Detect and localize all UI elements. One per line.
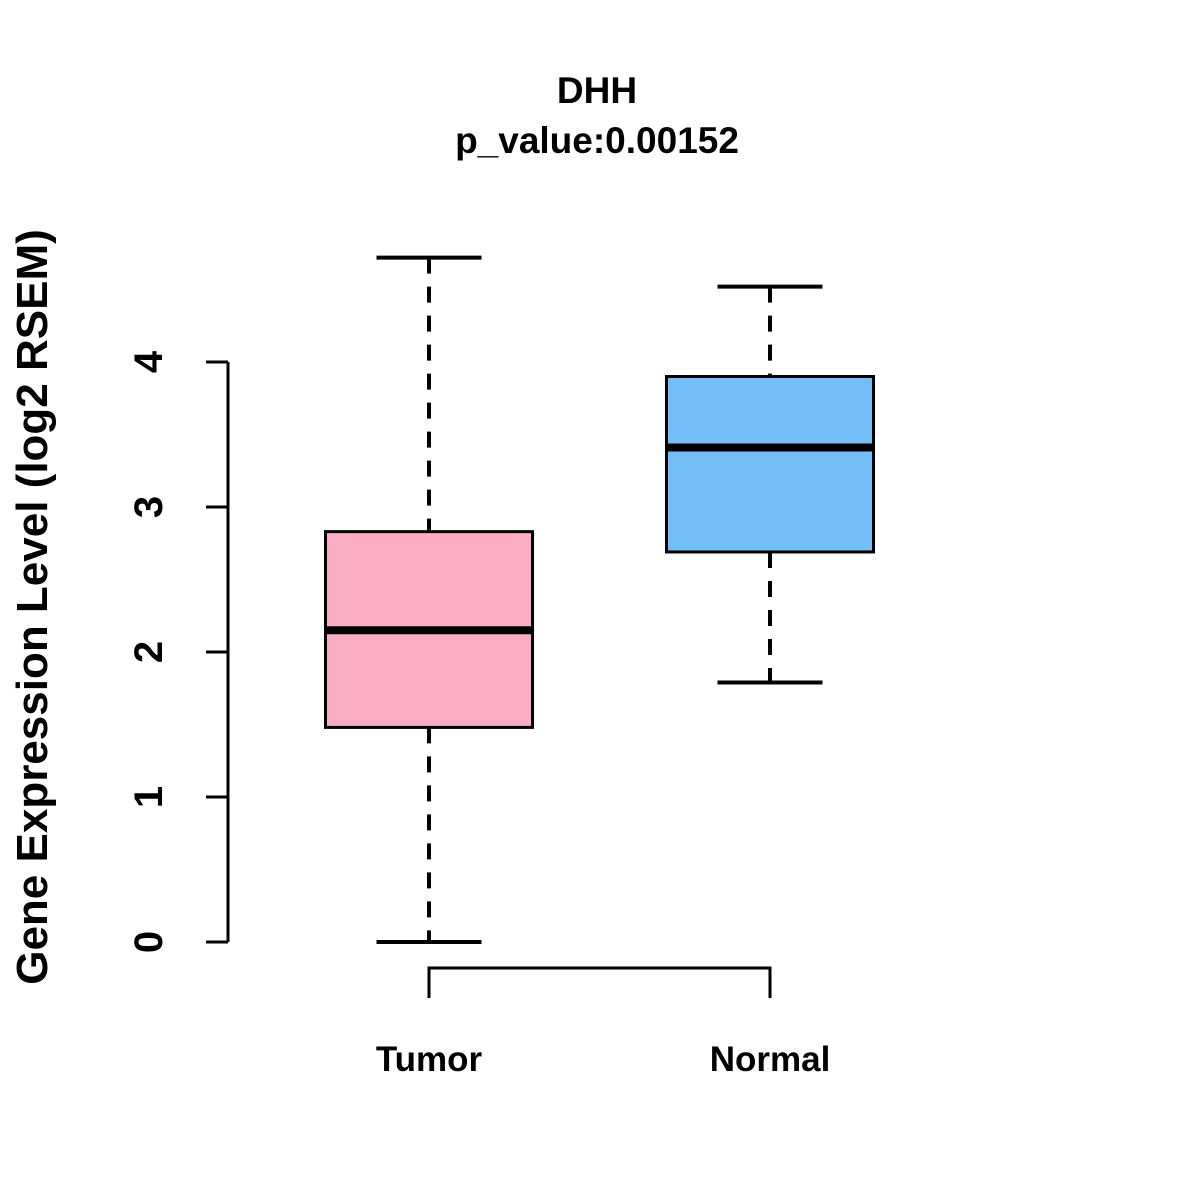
x-category-label-tumor: Tumor — [376, 1040, 483, 1079]
y-tick-label: 0 — [127, 931, 171, 953]
chart-title: DHH — [556, 70, 638, 111]
iqr-box-normal — [665, 375, 875, 554]
y-tick-label: 1 — [127, 786, 171, 808]
comparison-bracket — [427, 966, 772, 998]
chart-subtitle-pvalue: p_value:0.00152 — [455, 120, 739, 161]
y-tick-label: 4 — [127, 350, 171, 373]
x-category-label-normal: Normal — [710, 1040, 831, 1079]
y-tick-label: 2 — [127, 641, 171, 663]
y-tick-label: 3 — [127, 496, 171, 518]
